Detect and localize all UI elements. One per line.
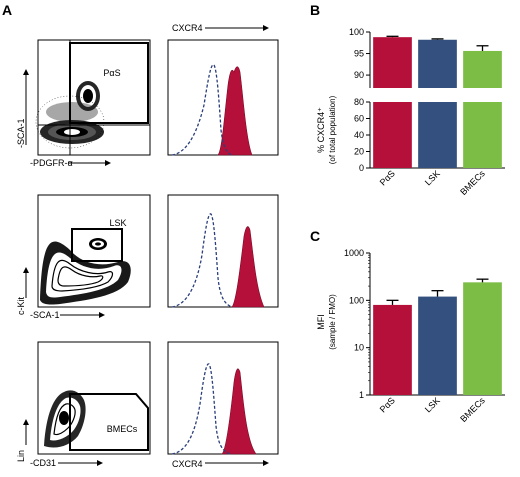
histogram-axis-label-top: CXCR4 [172, 23, 203, 33]
bar-0 [373, 304, 412, 395]
scatter-plot-row1: PαS [35, 39, 151, 156]
fmo-control-peak [171, 213, 233, 308]
gate-label-pas: PαS [103, 68, 120, 78]
x-axis-label-row2: -SCA-1 [30, 310, 60, 320]
x-tick-label: PαS [378, 168, 397, 187]
panel-letter-b: B [310, 2, 321, 18]
y-tick-label: 100 [349, 27, 364, 37]
x-tick-label: LSK [423, 395, 442, 414]
y-tick-label: 60 [354, 114, 364, 124]
y-axis-sublabel: (sample / FMO) [328, 294, 337, 350]
scatter-plot-row2: LSK [37, 194, 151, 308]
y-tick-label: 90 [354, 70, 364, 80]
x-tick-label: PαS [378, 395, 397, 414]
y-tick-label: 40 [354, 130, 364, 140]
gate-label-bmecs: BMECs [107, 424, 138, 434]
fmo-control-peak [171, 363, 231, 455]
panel-letter-a: A [2, 2, 13, 18]
y-tick-label: 0 [359, 163, 364, 173]
cxcr4-stained-peak [221, 368, 257, 455]
x-axis-label-row3: -CD31 [30, 458, 56, 468]
x-tick-label: BMECs [458, 395, 487, 424]
bar-upper-0 [373, 37, 412, 88]
y-tick-label: 1 [359, 390, 364, 400]
gate-polygon-bmecs [69, 393, 149, 451]
x-tick-label: BMECs [458, 168, 487, 197]
y-tick-label: 100 [349, 295, 364, 305]
gate-label-lsk: LSK [109, 218, 126, 228]
cxcr4-stained-peak [217, 66, 253, 156]
bar-lower-1 [418, 102, 457, 168]
x-axis-label-row1: -PDGFR-α [30, 158, 73, 168]
bar-chart-percent-cxcr4: % CXCR4⁺ (of total population) 90 95 100 0… [316, 27, 505, 197]
flow-panel: PαS -SCA-1 -PDGFR-α CXCR4 LSK c-Kit -SCA… [16, 23, 279, 469]
bar-upper-1 [418, 39, 457, 88]
gate-box-pas [69, 42, 149, 124]
y-axis-sublabel: (of total population) [328, 95, 337, 164]
bar-lower-2 [463, 102, 502, 168]
histogram-axis-label-bottom: CXCR4 [172, 459, 203, 469]
y-axis-label: % CXCR4⁺ [316, 107, 326, 153]
cxcr4-stained-peak [231, 226, 265, 308]
bar-lower-0 [373, 102, 412, 168]
y-tick-label: 10 [354, 343, 364, 353]
fmo-control-peak [171, 64, 233, 156]
histogram-row3: CXCR4 [167, 341, 279, 469]
histogram-row1: CXCR4 [167, 23, 279, 156]
histogram-row2 [167, 194, 279, 308]
y-tick-label: 95 [354, 49, 364, 59]
x-tick-label: LSK [423, 168, 442, 187]
bar-2 [463, 282, 502, 395]
y-tick-label: 80 [354, 97, 364, 107]
y-axis-label-row3: Lin [16, 450, 26, 462]
bar-upper-2 [463, 50, 502, 88]
y-axis-label: MFI [316, 314, 326, 330]
density-cloud [35, 81, 105, 149]
scatter-plot-row3: BMECs [37, 341, 151, 455]
y-axis-label-row2: c-Kit [16, 297, 26, 315]
bar-chart-mfi: MFI (sample / FMO) 1 10 100 1000 PαS LSK BMECs [316, 248, 505, 424]
y-axis-label-row1: -SCA-1 [16, 118, 26, 148]
y-tick-label: 1000 [344, 248, 364, 258]
bar-1 [418, 296, 457, 395]
gate-box-lsk [71, 228, 123, 262]
panel-letter-c: C [310, 228, 321, 244]
y-tick-label: 20 [354, 147, 364, 157]
